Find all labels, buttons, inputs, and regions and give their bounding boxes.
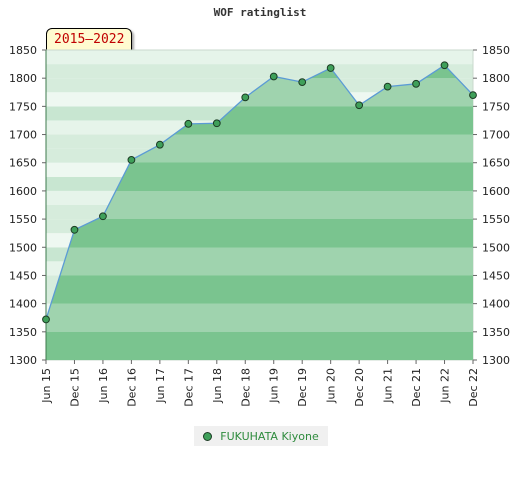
y-tick-label-left: 1600: [9, 185, 37, 198]
x-tick-label: Jun 18: [211, 368, 224, 404]
data-point: [155, 140, 164, 149]
x-tick-label: Jun 21: [382, 368, 395, 404]
x-tick-label: Dec 17: [182, 368, 195, 407]
data-markers: [42, 61, 477, 324]
y-tick-label-right: 1500: [482, 241, 510, 254]
y-tick-label-right: 1350: [482, 326, 510, 339]
data-point: [127, 156, 136, 164]
data-point: [469, 91, 477, 99]
data-point: [241, 93, 250, 102]
x-tick-label: Dec 22: [467, 368, 480, 407]
series-line-layer: [45, 64, 474, 320]
y-tick-label-left: 1350: [9, 326, 37, 339]
y-tick-label-right: 1400: [482, 298, 510, 311]
rating-chart: 1300 1350 1400 1450 1500 1550 1600 1650 1700 1750…: [9, 44, 510, 407]
x-tick-label: Dec 16: [125, 368, 138, 407]
y-axis-right-labels: 1300 1350 1400 1450 1500 1550 1600 1650 1700 1750…: [482, 44, 510, 367]
data-point: [42, 315, 50, 324]
x-tick-label: Jun 16: [97, 368, 110, 404]
data-point: [326, 64, 335, 72]
x-axis-labels: Jun 15 Dec 15 Jun 16 Dec 16 Jun 17 Dec 17 Jun …: [40, 368, 480, 407]
x-tick-label: Dec 20: [353, 368, 366, 407]
y-tick-label-right: 1800: [482, 72, 510, 85]
y-axis-left-labels: 1300 1350 1400 1450 1500 1550 1600 1650 1700 1750…: [9, 44, 37, 367]
x-tick-label: Dec 21: [410, 368, 423, 407]
legend: FUKUHATA Kiyone: [194, 426, 328, 446]
y-tick-label-right: 1550: [482, 213, 510, 226]
series-area: [46, 65, 473, 360]
x-tick-label: Dec 18: [239, 368, 252, 407]
data-point: [298, 78, 307, 87]
y-tick-label-right: 1750: [482, 100, 510, 113]
data-point: [269, 72, 278, 81]
y-tick-label-left: 1450: [9, 269, 37, 282]
chart-title: WOF ratinglist: [213, 6, 307, 19]
y-tick-label-right: 1300: [482, 354, 510, 367]
y-tick-label-left: 1850: [9, 44, 37, 57]
legend-label: FUKUHATA Kiyone: [220, 429, 319, 443]
x-tick-label: Jun 15: [40, 368, 53, 404]
y-tick-label-right: 1600: [482, 185, 510, 198]
data-point: [412, 79, 420, 88]
legend-marker-icon: [203, 431, 213, 441]
data-point: [184, 119, 193, 128]
data-point: [70, 225, 79, 234]
y-tick-label-left: 1500: [9, 241, 37, 254]
data-point: [383, 82, 392, 91]
y-tick-label-left: 1400: [9, 298, 37, 311]
data-point: [99, 212, 107, 221]
y-tick-label-left: 1300: [9, 354, 37, 367]
y-tick-label-right: 1450: [482, 269, 510, 282]
y-tick-label-left: 1700: [9, 129, 37, 142]
background-band: [46, 64, 473, 79]
x-tick-label: Jun 19: [268, 368, 281, 404]
y-tick-label-left: 1650: [9, 157, 37, 170]
y-tick-label-right: 1700: [482, 129, 510, 142]
x-tick-label: Dec 15: [68, 368, 81, 407]
axes-layer: [42, 49, 477, 364]
background-band: [46, 50, 473, 65]
x-tick-label: Jun 20: [325, 368, 338, 404]
y-tick-label-left: 1800: [9, 72, 37, 85]
data-point: [440, 61, 449, 70]
area-fill-layer: [46, 65, 473, 360]
series-line: [45, 64, 474, 320]
data-point: [212, 119, 221, 128]
x-tick-label: Jun 22: [439, 368, 452, 404]
y-tick-label-left: 1550: [9, 213, 37, 226]
y-tick-label-left: 1750: [9, 100, 37, 113]
x-tick-label: Dec 19: [296, 368, 309, 407]
y-tick-label-right: 1850: [482, 44, 510, 57]
x-tick-label: Jun 17: [154, 368, 167, 404]
data-point: [355, 101, 364, 110]
y-tick-label-right: 1650: [482, 157, 510, 170]
background-band: [46, 78, 473, 93]
